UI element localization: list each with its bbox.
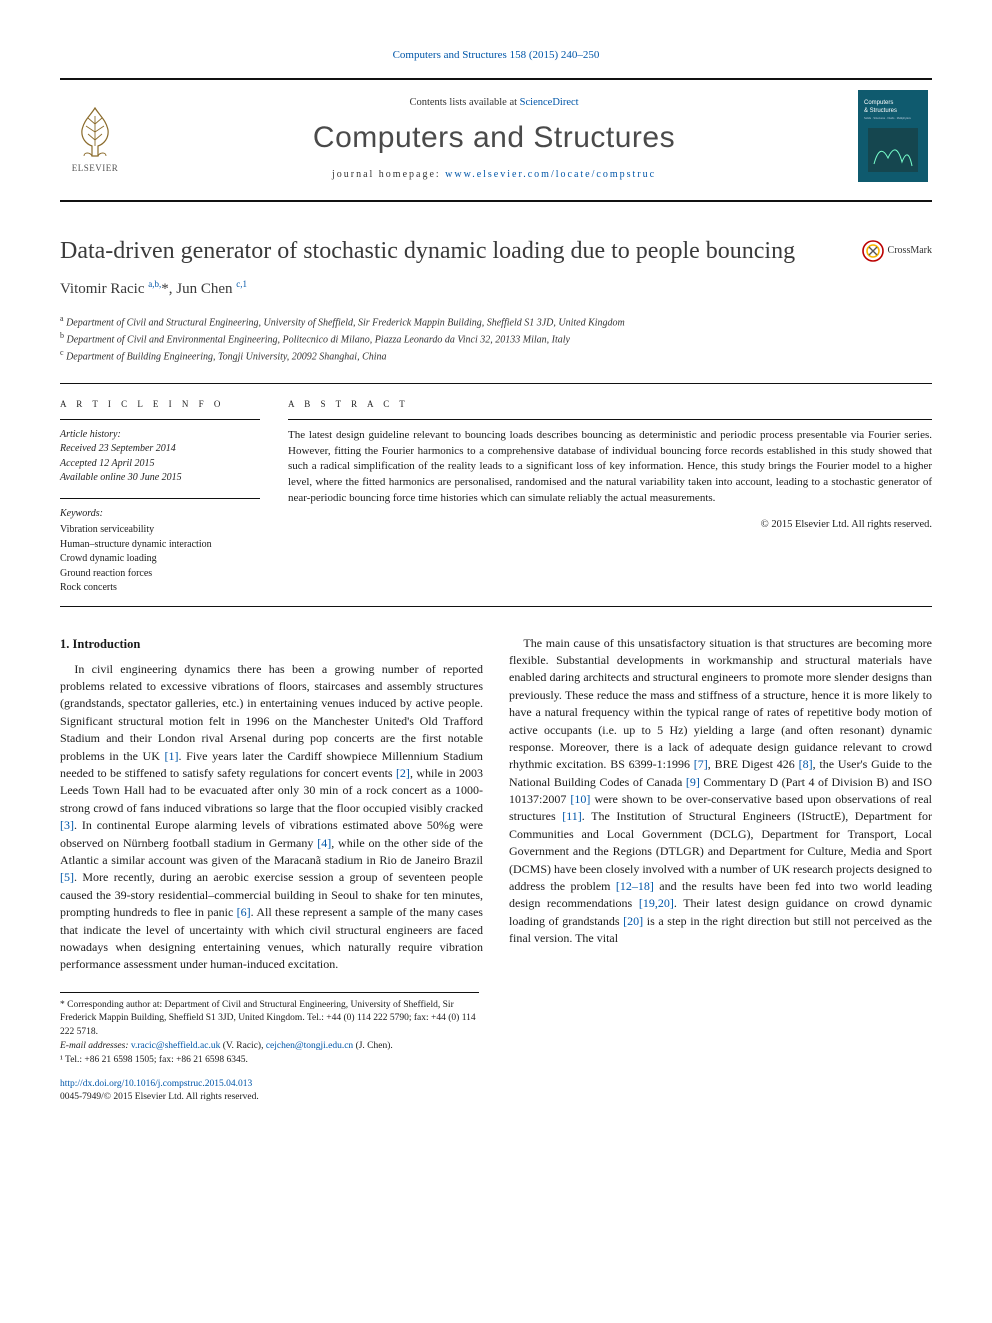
affiliations: a Department of Civil and Structural Eng… xyxy=(60,313,932,365)
email-who: (V. Racic), xyxy=(223,1041,264,1051)
publisher-label: ELSEVIER xyxy=(72,162,119,175)
keyword: Vibration serviceability xyxy=(60,523,260,538)
elsevier-logo: ELSEVIER xyxy=(60,102,130,175)
article-title: Data-driven generator of stochastic dyna… xyxy=(60,236,862,266)
affiliation-line: b Department of Civil and Environmental … xyxy=(60,330,932,347)
divider xyxy=(60,606,932,607)
email-link[interactable]: v.racic@sheffield.ac.uk xyxy=(131,1041,220,1051)
elsevier-tree-icon xyxy=(70,102,120,160)
cover-subtitle: Solids · Structures · Fluids · Multiphys… xyxy=(864,116,912,120)
email-who: (J. Chen). xyxy=(356,1041,393,1051)
body-para: In civil engineering dynamics there has … xyxy=(60,661,483,974)
contents-prefix: Contents lists available at xyxy=(409,97,519,108)
history-received: Received 23 September 2014 xyxy=(60,442,260,457)
doi-link[interactable]: http://dx.doi.org/10.1016/j.compstruc.20… xyxy=(60,1079,252,1089)
sciencedirect-link[interactable]: ScienceDirect xyxy=(520,97,579,108)
article-history: Article history: Received 23 September 2… xyxy=(60,428,260,486)
article-info: A R T I C L E I N F O Article history: R… xyxy=(60,398,260,596)
affiliation-line: c Department of Building Engineering, To… xyxy=(60,347,932,364)
email-link[interactable]: cejchen@tongji.edu.cn xyxy=(266,1041,353,1051)
keyword: Crowd dynamic loading xyxy=(60,552,260,567)
footnotes: * Corresponding author at: Department of… xyxy=(60,992,479,1068)
authors: Vitomir Racic a,b,*, Jun Chen c,1 xyxy=(60,278,932,301)
abstract: A B S T R A C T The latest design guidel… xyxy=(288,398,932,596)
section-heading: 1. Introduction xyxy=(60,635,483,653)
issn-line: 0045-7949/© 2015 Elsevier Ltd. All right… xyxy=(60,1092,259,1102)
corresponding-note: * Corresponding author at: Department of… xyxy=(60,999,479,1040)
journal-cover-icon: Computers & Structures Solids · Structur… xyxy=(858,90,928,182)
abstract-text: The latest design guideline relevant to … xyxy=(288,428,932,508)
publisher-logo-block: ELSEVIER xyxy=(60,102,130,175)
contents-line: Contents lists available at ScienceDirec… xyxy=(130,95,858,110)
journal-cover-block: Computers & Structures Solids · Structur… xyxy=(858,90,932,188)
crossmark-badge[interactable]: CrossMark xyxy=(862,240,932,262)
history-label: Article history: xyxy=(60,428,260,443)
abstract-heading: A B S T R A C T xyxy=(288,398,932,411)
cover-title2: & Structures xyxy=(864,108,897,114)
homepage-url[interactable]: www.elsevier.com/locate/compstruc xyxy=(445,169,656,180)
history-accepted: Accepted 12 April 2015 xyxy=(60,457,260,472)
homepage-prefix: journal homepage: xyxy=(332,169,445,180)
history-online: Available online 30 June 2015 xyxy=(60,471,260,486)
emails-label: E-mail addresses: xyxy=(60,1041,129,1051)
keyword: Human–structure dynamic interaction xyxy=(60,538,260,553)
abstract-copyright: © 2015 Elsevier Ltd. All rights reserved… xyxy=(288,517,932,532)
divider xyxy=(60,383,932,384)
citation-line: Computers and Structures 158 (2015) 240–… xyxy=(60,48,932,64)
masthead: ELSEVIER Contents lists available at Sci… xyxy=(60,78,932,202)
affiliation-line: a Department of Civil and Structural Eng… xyxy=(60,313,932,330)
body-para: The main cause of this unsatisfactory si… xyxy=(509,635,932,948)
masthead-center: Contents lists available at ScienceDirec… xyxy=(130,95,858,182)
crossmark-label: CrossMark xyxy=(888,244,932,259)
keywords-label: Keywords: xyxy=(60,507,260,522)
doi-block: http://dx.doi.org/10.1016/j.compstruc.20… xyxy=(60,1078,932,1106)
body-columns: 1. Introduction In civil engineering dyn… xyxy=(60,635,932,974)
keyword: Rock concerts xyxy=(60,581,260,596)
cover-title1: Computers xyxy=(864,100,893,106)
journal-name: Computers and Structures xyxy=(130,116,858,160)
crossmark-icon xyxy=(862,240,884,262)
keywords-list: Vibration serviceabilityHuman–structure … xyxy=(60,523,260,596)
keyword: Ground reaction forces xyxy=(60,567,260,582)
info-heading: A R T I C L E I N F O xyxy=(60,398,260,411)
footnote-1: ¹ Tel.: +86 21 6598 1505; fax: +86 21 65… xyxy=(60,1054,479,1068)
emails-line: E-mail addresses: v.racic@sheffield.ac.u… xyxy=(60,1040,479,1054)
homepage-line: journal homepage: www.elsevier.com/locat… xyxy=(130,168,858,183)
